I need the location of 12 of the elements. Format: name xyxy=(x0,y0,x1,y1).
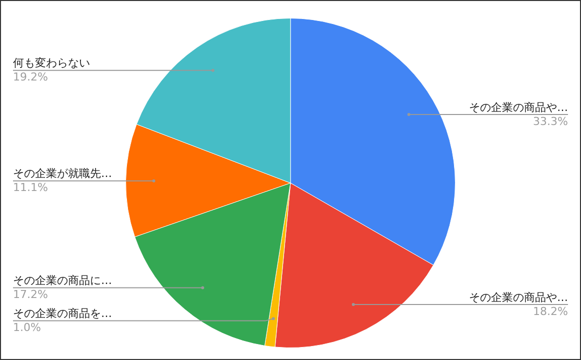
data-label: 18.2% xyxy=(533,304,568,318)
data-label: 11.1% xyxy=(13,181,48,194)
slice-label: その企業の商品を… xyxy=(13,307,112,320)
data-label: 33.3% xyxy=(533,114,568,128)
slice-label: 何も変わらない xyxy=(13,56,90,70)
slice-label: その企業が就職先… xyxy=(13,167,112,180)
slice-label: その企業の商品や… xyxy=(469,100,568,114)
data-label: 17.2% xyxy=(13,288,48,302)
data-label: 1.0% xyxy=(13,321,41,334)
slice-label: その企業の商品や… xyxy=(469,290,568,304)
slice-label: その企業の商品に… xyxy=(13,274,112,288)
data-label: 19.2% xyxy=(13,70,48,84)
